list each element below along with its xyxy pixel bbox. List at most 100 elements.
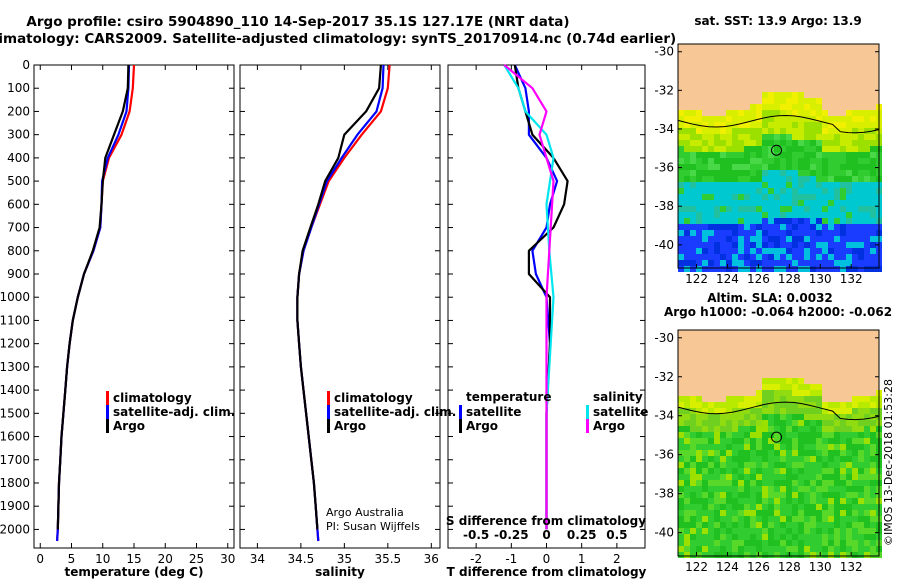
ocean-cell — [726, 212, 732, 218]
ocean-cell — [828, 498, 834, 504]
ocean-cell — [858, 176, 864, 182]
sst-map-title: sat. SST: 13.9 Argo: 13.9 — [694, 14, 861, 28]
ocean-cell — [774, 552, 780, 558]
ocean-cell — [834, 450, 840, 456]
ocean-cell — [702, 242, 708, 248]
salinity-legend: climatology satellite-adj. clim. Argo — [327, 391, 456, 433]
ocean-cell — [750, 236, 756, 242]
ocean-cell — [804, 182, 810, 188]
ocean-cell — [684, 122, 690, 128]
ocean-cell — [858, 492, 864, 498]
ocean-cell — [852, 552, 858, 558]
ocean-cell — [738, 128, 744, 134]
ocean-cell — [768, 432, 774, 438]
ocean-cell — [864, 182, 870, 188]
ocean-cell — [726, 248, 732, 254]
ocean-cell — [750, 104, 756, 110]
ocean-cell — [678, 498, 684, 504]
ocean-cell — [708, 480, 714, 486]
ocean-cell — [768, 510, 774, 516]
ocean-cell — [696, 110, 702, 116]
ocean-cell — [798, 116, 804, 122]
ocean-cell — [720, 224, 726, 230]
ocean-cell — [834, 224, 840, 230]
ocean-cell — [786, 522, 792, 528]
ocean-cell — [810, 438, 816, 444]
ocean-cell — [684, 552, 690, 558]
ocean-cell — [732, 206, 738, 212]
ocean-cell — [726, 444, 732, 450]
ocean-cell — [786, 218, 792, 224]
ocean-cell — [702, 408, 708, 414]
ocean-cell — [744, 194, 750, 200]
isobath-contour — [677, 401, 880, 421]
ocean-cell — [696, 128, 702, 134]
ocean-cell — [798, 468, 804, 474]
ocean-cell — [816, 492, 822, 498]
ocean-cell — [852, 546, 858, 552]
ocean-cell — [768, 384, 774, 390]
s-difference-title: S difference from climatology — [446, 514, 646, 528]
ocean-cell — [780, 98, 786, 104]
ocean-cell — [828, 170, 834, 176]
ocean-cell — [798, 158, 804, 164]
ocean-cell — [870, 468, 876, 474]
ocean-cell — [810, 504, 816, 510]
ocean-cell — [786, 260, 792, 266]
ocean-cell — [816, 116, 822, 122]
ocean-cell — [840, 146, 846, 152]
ocean-cell — [846, 206, 852, 212]
ocean-cell — [852, 510, 858, 516]
depth-tick-label: 1800 — [0, 476, 30, 490]
ocean-cell — [744, 218, 750, 224]
ocean-cell — [804, 414, 810, 420]
ocean-cell — [702, 468, 708, 474]
ocean-cell — [726, 164, 732, 170]
ocean-cell — [702, 552, 708, 558]
ocean-cell — [678, 200, 684, 206]
ocean-cell — [762, 230, 768, 236]
x-axis-label: T difference from climatology — [447, 565, 647, 579]
ocean-cell — [756, 188, 762, 194]
ocean-cell — [702, 444, 708, 450]
ocean-cell — [720, 146, 726, 152]
ocean-cell — [702, 146, 708, 152]
ocean-cell — [762, 188, 768, 194]
ocean-cell — [774, 134, 780, 140]
ocean-cell — [864, 164, 870, 170]
ocean-cell — [858, 522, 864, 528]
ocean-cell — [786, 504, 792, 510]
ocean-cell — [720, 212, 726, 218]
ocean-cell — [702, 510, 708, 516]
ocean-cell — [744, 146, 750, 152]
ocean-cell — [846, 426, 852, 432]
ocean-cell — [738, 420, 744, 426]
ocean-cell — [852, 194, 858, 200]
ocean-cell — [792, 438, 798, 444]
ocean-cell — [744, 206, 750, 212]
ocean-cell — [864, 408, 870, 414]
ocean-cell — [744, 110, 750, 116]
ocean-cell — [684, 432, 690, 438]
ocean-cell — [738, 414, 744, 420]
ocean-cell — [852, 122, 858, 128]
ocean-cell — [696, 450, 702, 456]
ocean-cell — [786, 396, 792, 402]
ocean-cell — [792, 158, 798, 164]
ocean-cell — [774, 420, 780, 426]
ocean-cell — [684, 426, 690, 432]
depth-tick-label: 300 — [7, 128, 30, 142]
ocean-cell — [852, 254, 858, 260]
ocean-cell — [774, 414, 780, 420]
ocean-cell — [780, 534, 786, 540]
ocean-cell — [756, 528, 762, 534]
ocean-cell — [786, 402, 792, 408]
ocean-cell — [834, 432, 840, 438]
ocean-cell — [696, 438, 702, 444]
ocean-cell — [726, 456, 732, 462]
ocean-cell — [702, 140, 708, 146]
ocean-cell — [738, 516, 744, 522]
ocean-cell — [738, 236, 744, 242]
ocean-cell — [690, 420, 696, 426]
ocean-cell — [756, 254, 762, 260]
